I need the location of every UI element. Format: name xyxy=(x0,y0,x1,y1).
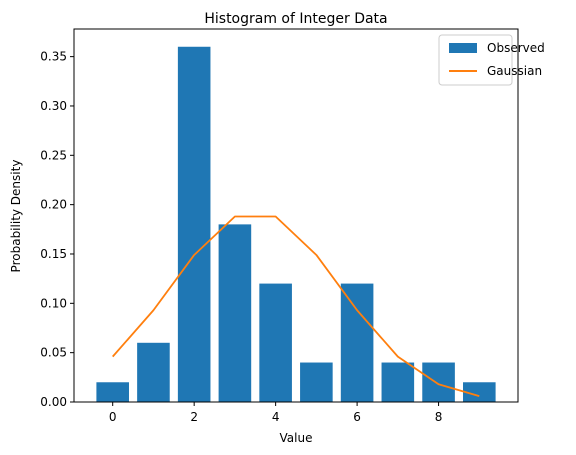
bar-value-2 xyxy=(177,46,211,403)
x-tick-label: 0 xyxy=(109,410,117,424)
y-tick-label: 0.05 xyxy=(40,346,67,360)
y-tick-label: 0.15 xyxy=(40,247,67,261)
y-tick-label: 0.35 xyxy=(40,50,67,64)
y-tick-label: 0.00 xyxy=(40,395,67,409)
bars xyxy=(96,46,496,403)
y-ticks: 0.00 0.05 0.10 0.15 0.20 0.25 0.30 0.35 xyxy=(40,50,74,409)
y-tick-label: 0.30 xyxy=(40,99,67,113)
bar-value-3 xyxy=(218,224,252,402)
bar-value-5 xyxy=(300,362,333,402)
legend-label-gaussian: Gaussian xyxy=(487,64,542,78)
legend: Observed Gaussian xyxy=(438,34,545,86)
x-tick-label: 4 xyxy=(272,410,280,424)
bar-value-7 xyxy=(381,362,415,402)
bar-value-1 xyxy=(137,342,170,402)
x-axis-label: Value xyxy=(280,431,313,445)
x-tick-label: 8 xyxy=(435,410,443,424)
x-tick-label: 6 xyxy=(353,410,361,424)
gaussian-line-group xyxy=(112,215,480,397)
bar-value-6 xyxy=(340,283,374,402)
legend-label-observed: Observed xyxy=(487,41,545,55)
y-tick-label: 0.20 xyxy=(40,198,67,212)
y-tick-label: 0.25 xyxy=(40,148,67,162)
bar-value-9 xyxy=(463,382,496,402)
bar-value-0 xyxy=(96,382,129,402)
y-tick-label: 0.10 xyxy=(40,296,67,310)
legend-swatch-observed xyxy=(449,43,477,53)
chart-title: Histogram of Integer Data xyxy=(204,11,387,27)
bar-value-4 xyxy=(259,283,292,402)
x-ticks: 0 2 4 6 8 xyxy=(109,402,443,424)
bar-value-8 xyxy=(422,362,455,402)
gaussian-line xyxy=(112,215,480,397)
x-tick-label: 2 xyxy=(190,410,198,424)
axes-frame xyxy=(73,28,519,403)
y-axis-label: Probability Density xyxy=(9,160,23,273)
